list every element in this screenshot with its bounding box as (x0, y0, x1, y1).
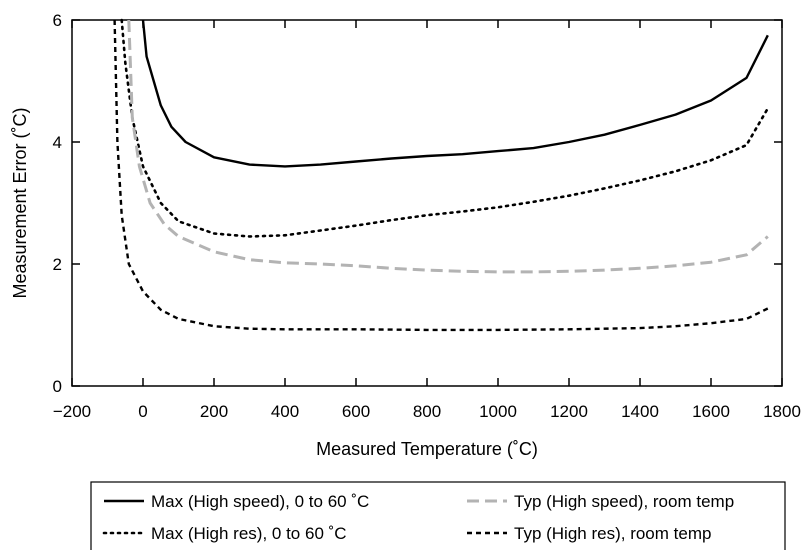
legend-frame (90, 481, 786, 550)
x-tick-label: 0 (138, 402, 147, 421)
x-tick-label: 1200 (550, 402, 588, 421)
legend-label: Max (High res), 0 to 60 ˚C (151, 524, 347, 543)
series-line-typ-high-res-room-temp (113, 19, 769, 332)
x-tick-label: 1600 (692, 402, 730, 421)
legend-items: Max (High speed), 0 to 60 ˚C Max (High re… (102, 492, 734, 543)
legend-label: Typ (High speed), room temp (514, 492, 734, 511)
x-tick-label: 800 (413, 402, 441, 421)
plot-frame (71, 19, 783, 387)
x-axis-title: Measured Temperature (˚C) (316, 439, 538, 459)
legend-label: Typ (High res), room temp (514, 524, 711, 543)
x-tick-label: 1400 (621, 402, 659, 421)
series-line-typ-high-speed-room-temp (127, 19, 769, 274)
legend-label: Max (High speed), 0 to 60 ˚C (151, 492, 369, 511)
y-tick-label: 2 (53, 255, 62, 274)
y-tick-label: 0 (53, 377, 62, 396)
y-axis-title: Measurement Error (˚C) (10, 107, 30, 298)
x-tick-label: 1000 (479, 402, 517, 421)
x-tick-label: 600 (342, 402, 370, 421)
series-line-max-high-res-0-to-60-c (120, 18, 770, 238)
x-axis-ticks: −200 0 200 400 600 800 1000 1200 1400 1600 1800 (53, 20, 801, 421)
x-tick-label: 200 (200, 402, 228, 421)
x-tick-label: 1800 (763, 402, 801, 421)
series-layer (113, 18, 770, 332)
legend: Max (High speed), 0 to 60 ˚C Max (High re… (90, 481, 786, 550)
x-tick-label: 400 (271, 402, 299, 421)
y-axis-ticks: 0 2 4 6 (53, 11, 782, 396)
y-tick-label: 4 (53, 133, 62, 152)
series-line-max-high-speed-0-to-60-c (141, 19, 769, 168)
y-tick-label: 6 (53, 11, 62, 30)
x-tick-label: −200 (53, 402, 91, 421)
